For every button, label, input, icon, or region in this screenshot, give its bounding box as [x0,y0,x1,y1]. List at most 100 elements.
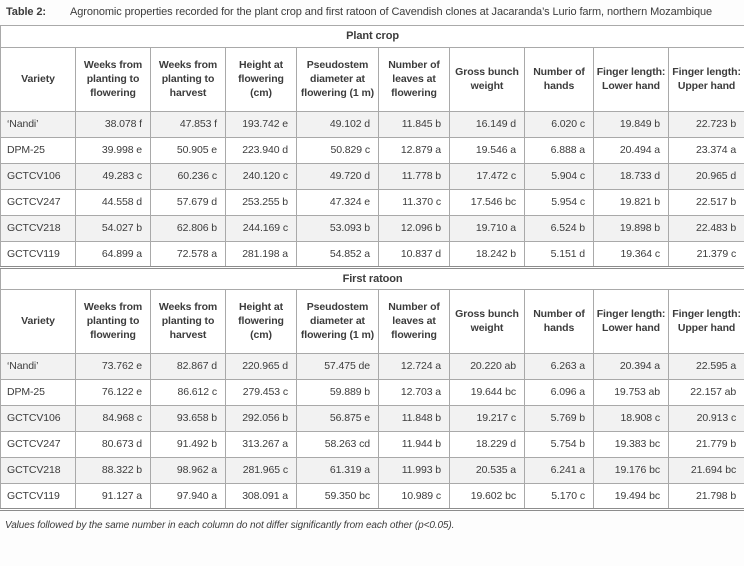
value-cell: 19.753 ab [593,378,669,406]
value-cell: 12.703 a [378,378,450,406]
column-header: Number of leaves at flowering [378,46,450,112]
variety-cell: ‘Nandi’ [0,352,76,380]
variety-cell: ‘Nandi’ [0,110,76,138]
value-cell: 73.762 e [75,352,151,380]
value-cell: 19.644 bc [449,378,525,406]
table-number: Table 2: [6,6,46,18]
value-cell: 64.899 a [75,240,151,269]
value-cell: 5.754 b [524,430,594,458]
value-cell: 6.524 b [524,214,594,242]
value-cell: 53.093 b [296,214,379,242]
column-header: Weeks from planting to harvest [150,46,226,112]
value-cell: 44.558 d [75,188,151,216]
column-header: Pseudostem diameter at flowering (1 m) [296,46,379,112]
value-cell: 86.612 c [150,378,226,406]
variety-cell: GCTCV247 [0,430,76,458]
value-cell: 20.394 a [593,352,669,380]
column-header: Height at flowering (cm) [225,288,297,354]
agronomic-properties-table: Plant crop Variety Weeks from planting to … [0,24,744,511]
section-band-row: Plant crop [0,24,744,48]
table-row: GCTCV119 64.899 a 72.578 a 281.198 a 54.852 … [0,240,744,269]
column-header: Finger length: Lower hand [593,288,669,354]
value-cell: 19.821 b [593,188,669,216]
value-cell: 5.170 c [524,482,594,511]
value-cell: 19.217 c [449,404,525,432]
table-row: GCTCV106 49.283 c 60.236 c 240.120 c 49.720 … [0,162,744,190]
value-cell: 19.710 a [449,214,525,242]
value-cell: 281.198 a [225,240,297,269]
value-cell: 50.829 c [296,136,379,164]
table-title: Table 2: Agronomic properties recorded f… [0,0,744,25]
table-row: GCTCV106 84.968 c 93.658 b 292.056 b 56.875 … [0,404,744,432]
value-cell: 253.255 b [225,188,297,216]
value-cell: 19.364 c [593,240,669,269]
value-cell: 19.176 bc [593,456,669,484]
value-cell: 47.324 e [296,188,379,216]
value-cell: 22.157 ab [667,378,744,406]
value-cell: 244.169 c [225,214,297,242]
variety-cell: GCTCV106 [0,404,76,432]
value-cell: 97.940 a [150,482,226,511]
column-header: Gross bunch weight [449,46,525,112]
value-cell: 49.102 d [296,110,379,138]
value-cell: 19.602 bc [449,482,525,511]
value-cell: 6.096 a [524,378,594,406]
value-cell: 19.849 b [593,110,669,138]
value-cell: 22.723 b [667,110,744,138]
value-cell: 11.993 b [378,456,450,484]
value-cell: 56.875 e [296,404,379,432]
value-cell: 12.879 a [378,136,450,164]
value-cell: 220.965 d [225,352,297,380]
value-cell: 18.229 d [449,430,525,458]
value-cell: 91.127 a [75,482,151,511]
column-header: Number of hands [524,46,594,112]
value-cell: 19.383 bc [593,430,669,458]
value-cell: 19.494 bc [593,482,669,511]
value-cell: 279.453 c [225,378,297,406]
variety-cell: GCTCV119 [0,240,76,269]
value-cell: 6.263 a [524,352,594,380]
value-cell: 281.965 c [225,456,297,484]
column-header: Variety [0,46,76,112]
value-cell: 22.483 b [667,214,744,242]
value-cell: 20.965 d [667,162,744,190]
value-cell: 18.908 c [593,404,669,432]
value-cell: 38.078 f [75,110,151,138]
value-cell: 61.319 a [296,456,379,484]
value-cell: 59.889 b [296,378,379,406]
column-header: Weeks from planting to flowering [75,288,151,354]
value-cell: 5.769 b [524,404,594,432]
value-cell: 10.837 d [378,240,450,269]
section-band-row: First ratoon [0,266,744,290]
table-row: GCTCV119 91.127 a 97.940 a 308.091 a 59.350 … [0,482,744,511]
table-row: ‘Nandi’ 73.762 e 82.867 d 220.965 d 57.475 d… [0,352,744,380]
table-footnote: Values followed by the same number in ea… [5,519,455,531]
variety-cell: GCTCV218 [0,456,76,484]
value-cell: 16.149 d [449,110,525,138]
value-cell: 49.720 d [296,162,379,190]
value-cell: 10.989 c [378,482,450,511]
value-cell: 11.370 c [378,188,450,216]
value-cell: 20.535 a [449,456,525,484]
value-cell: 22.595 a [667,352,744,380]
value-cell: 11.845 b [378,110,450,138]
value-cell: 17.546 bc [449,188,525,216]
column-header: Weeks from planting to flowering [75,46,151,112]
column-header: Finger length: Upper hand [667,46,744,112]
value-cell: 23.374 a [667,136,744,164]
value-cell: 292.056 b [225,404,297,432]
table-body: Plant crop Variety Weeks from planting to … [0,24,744,511]
column-header-row: Variety Weeks from planting to flowering W… [0,288,744,354]
table-row: GCTCV247 80.673 d 91.492 b 313.267 a 58.263 … [0,430,744,458]
value-cell: 54.027 b [75,214,151,242]
value-cell: 91.492 b [150,430,226,458]
table-row: GCTCV247 44.558 d 57.679 d 253.255 b 47.324 … [0,188,744,216]
column-header: Pseudostem diameter at flowering (1 m) [296,288,379,354]
value-cell: 62.806 b [150,214,226,242]
value-cell: 21.779 b [667,430,744,458]
value-cell: 6.241 a [524,456,594,484]
value-cell: 308.091 a [225,482,297,511]
value-cell: 59.350 bc [296,482,379,511]
